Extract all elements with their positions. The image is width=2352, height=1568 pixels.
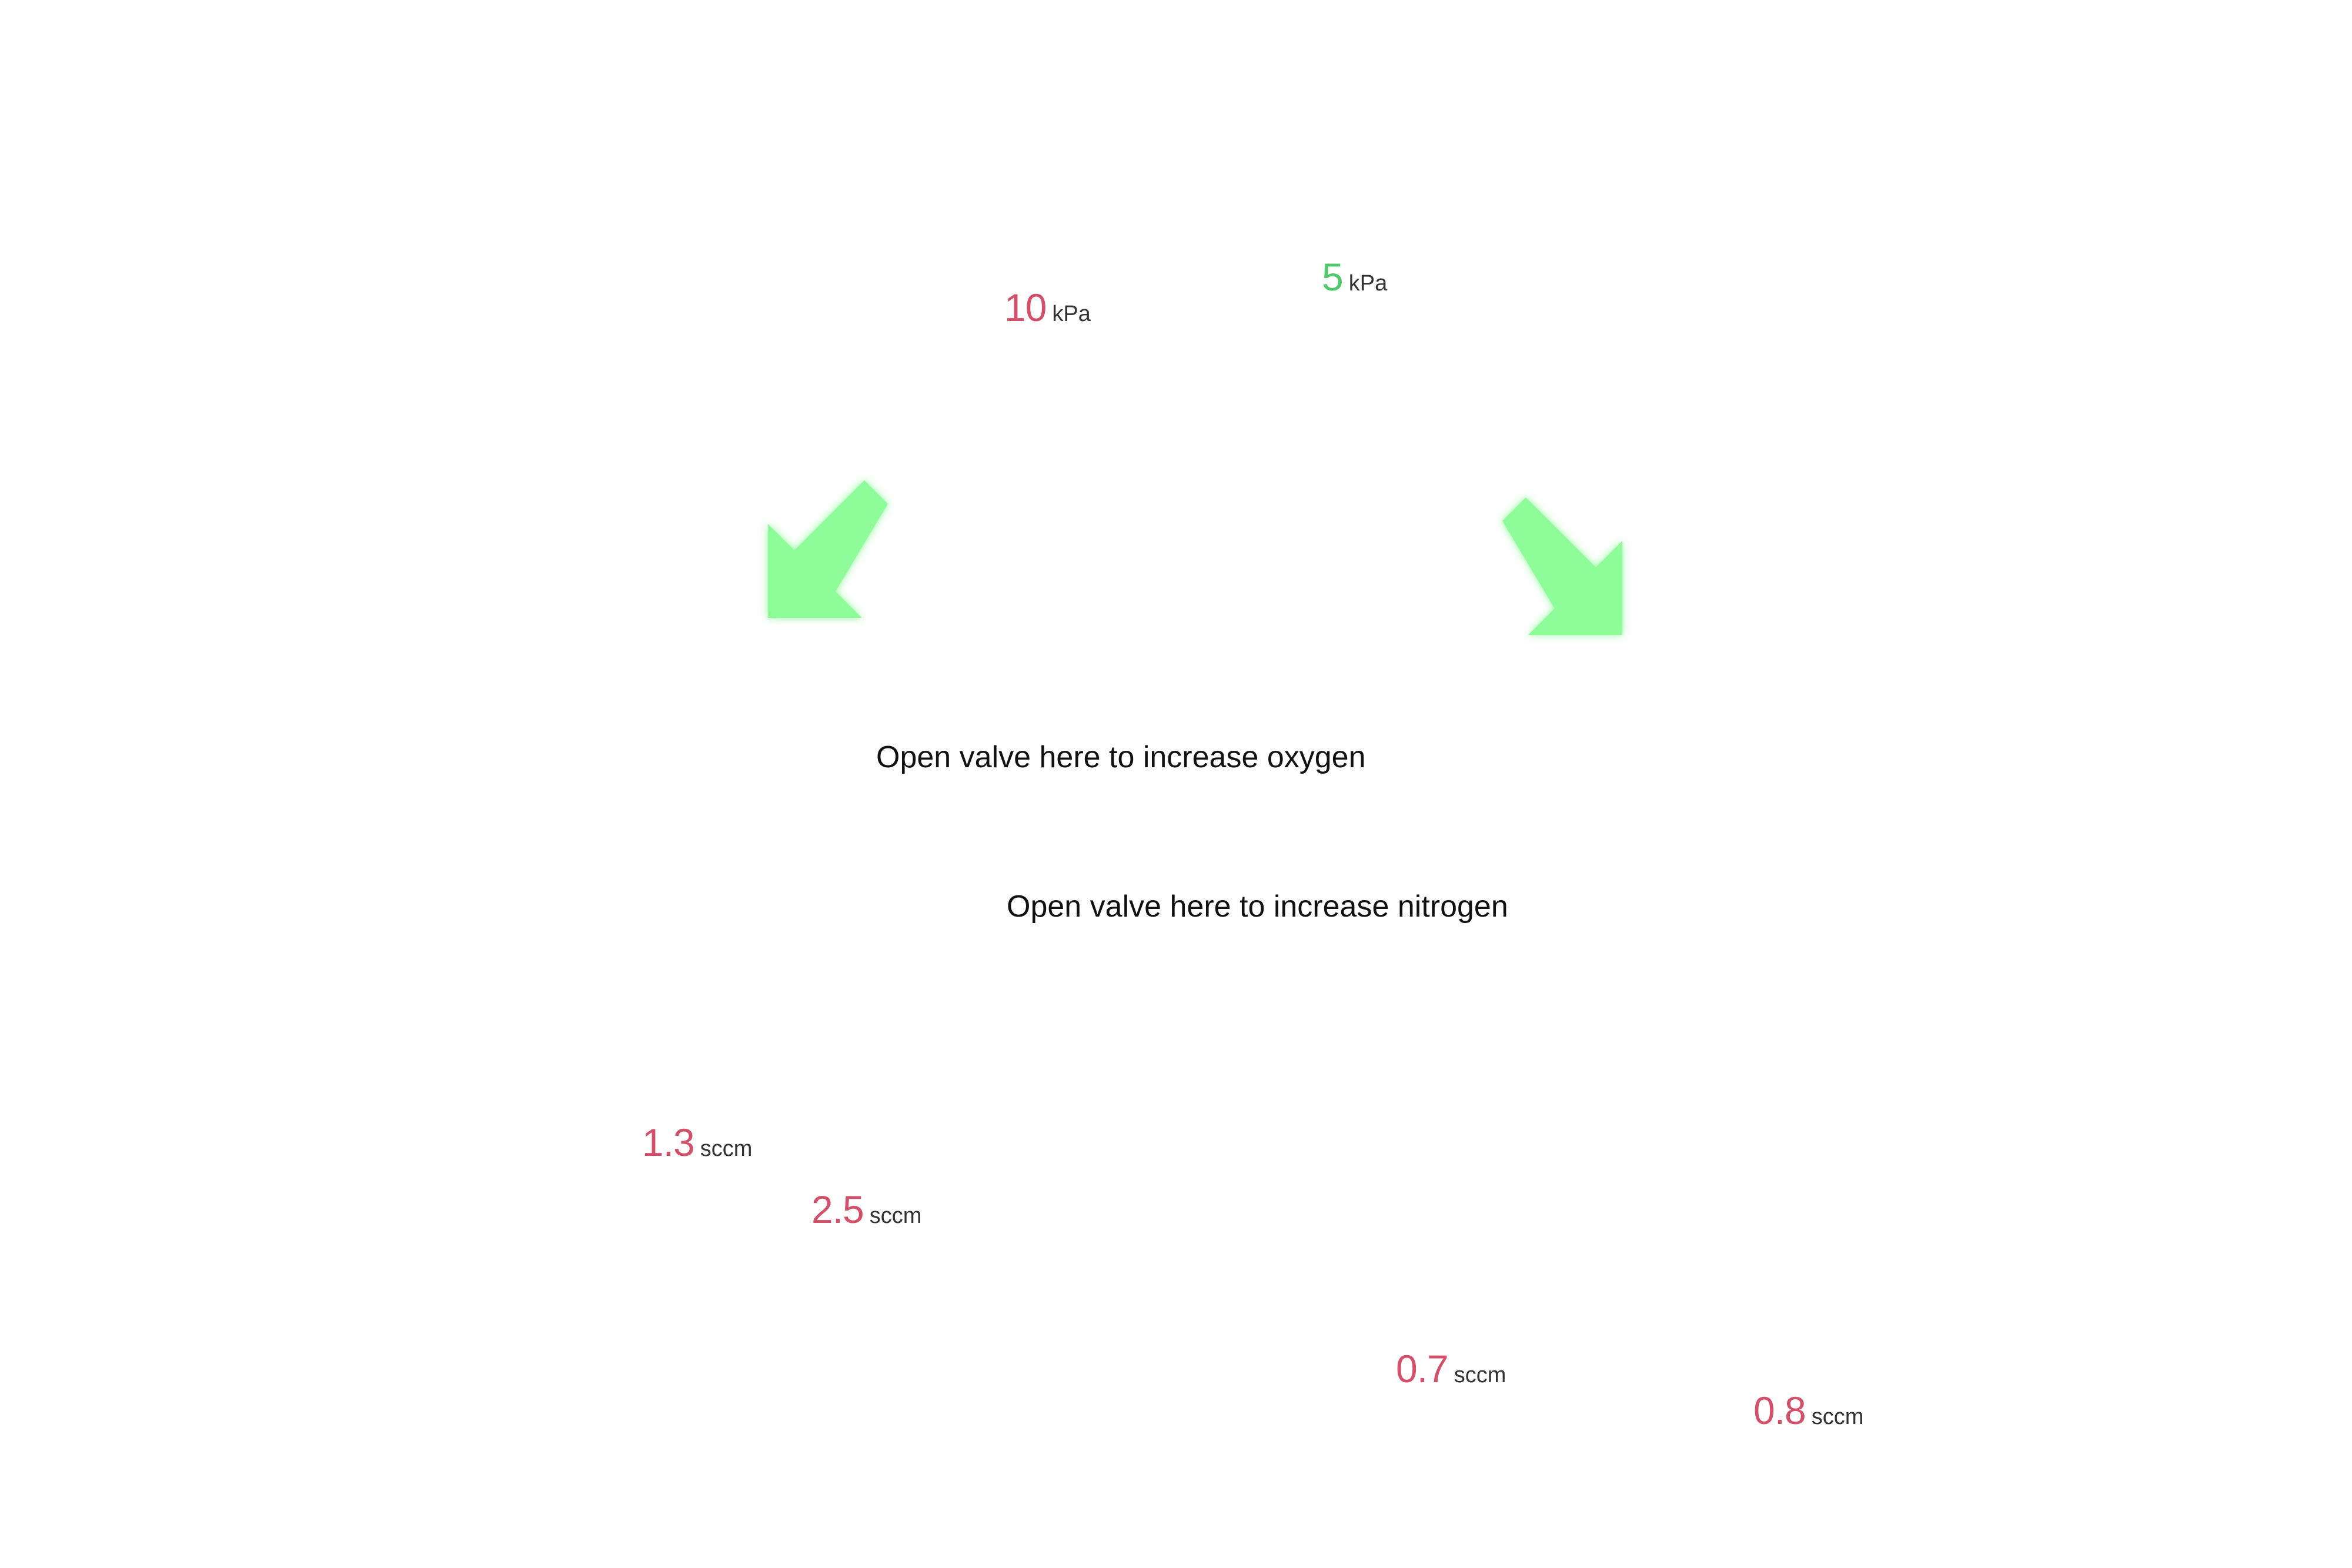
flow-readout-4: 0.8 sccm: [1753, 1391, 1863, 1430]
arrow-down-right-icon: [1502, 497, 1622, 635]
flow-readout-2: 2.5 sccm: [811, 1190, 921, 1229]
nitrogen-valve-instruction: Open valve here to increase nitrogen: [1007, 890, 1508, 924]
oxygen-pressure-unit: kPa: [1052, 302, 1091, 326]
flow-value-3: 0.7: [1396, 1347, 1449, 1390]
oxygen-pressure-value: 10: [1004, 286, 1047, 329]
nitrogen-pressure-readout: 5 kPa: [1322, 258, 1387, 296]
arrow-down-left-icon: [768, 480, 888, 618]
flow-unit-1: sccm: [700, 1136, 753, 1161]
flow-readout-3: 0.7 sccm: [1396, 1349, 1506, 1388]
flow-value-4: 0.8: [1753, 1389, 1806, 1432]
arrow-right-shape: [1502, 497, 1622, 635]
flow-unit-2: sccm: [869, 1203, 922, 1228]
nitrogen-pressure-unit: kPa: [1348, 271, 1388, 296]
arrow-left-shape: [768, 480, 888, 618]
flow-readout-1: 1.3 sccm: [642, 1123, 752, 1162]
oxygen-pressure-readout: 10 kPa: [1004, 288, 1091, 327]
flow-value-2: 2.5: [811, 1188, 864, 1231]
flow-value-1: 1.3: [642, 1121, 695, 1164]
nitrogen-pressure-value: 5: [1322, 255, 1344, 299]
flow-unit-3: sccm: [1454, 1363, 1506, 1388]
flow-unit-4: sccm: [1811, 1405, 1864, 1429]
oxygen-valve-instruction: Open valve here to increase oxygen: [876, 740, 1366, 774]
